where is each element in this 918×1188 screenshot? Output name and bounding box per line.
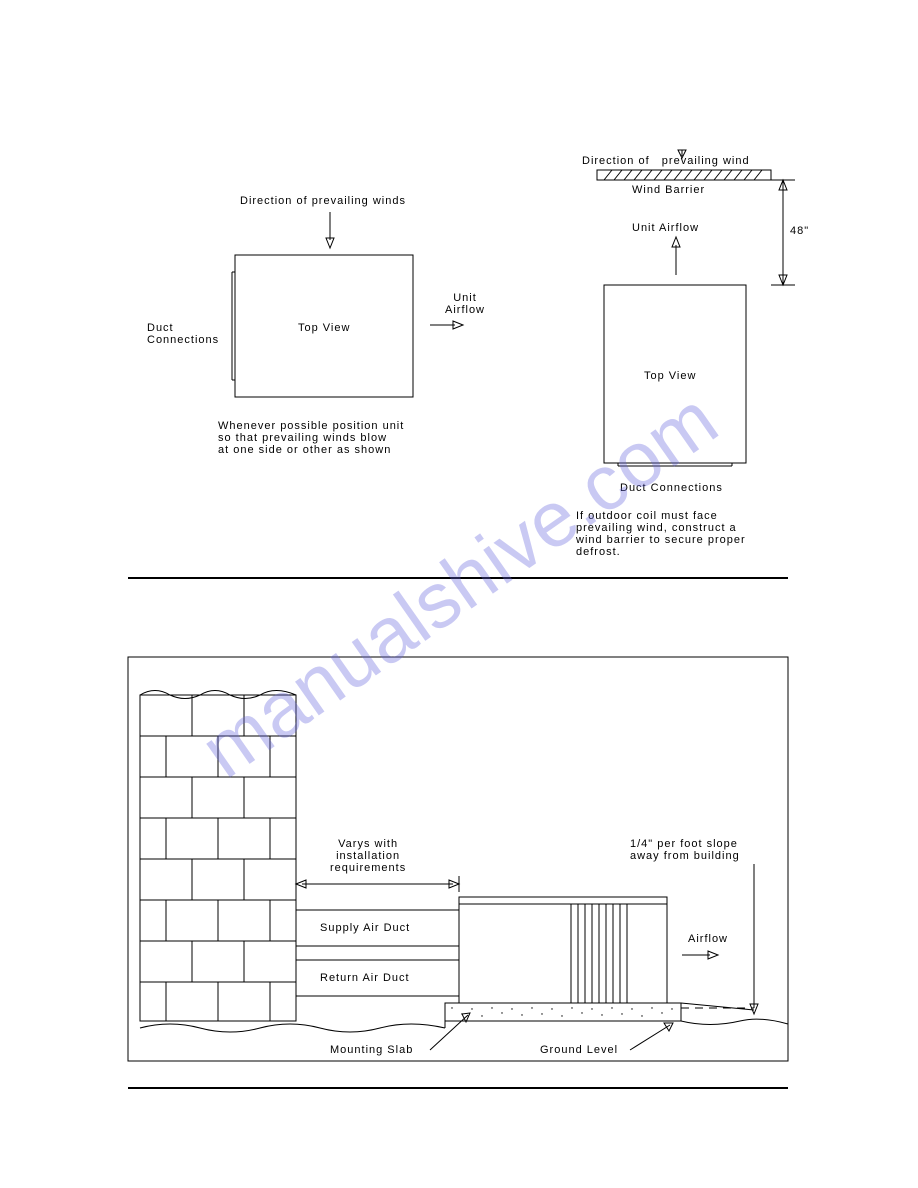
divider2 [0,0,918,1188]
